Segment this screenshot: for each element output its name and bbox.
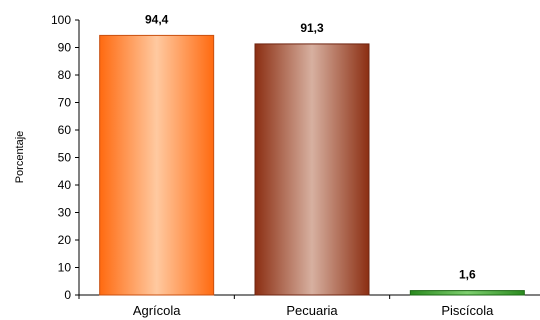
data-label: 91,3 bbox=[300, 21, 324, 35]
data-label: 1,6 bbox=[459, 268, 476, 282]
y-tick-label: 50 bbox=[58, 151, 72, 165]
y-axis: 0 10 20 30 40 50 60 70 80 90 100 bbox=[51, 13, 80, 302]
y-axis-title: Porcentaje bbox=[14, 131, 26, 184]
data-label: 94,4 bbox=[145, 12, 169, 26]
bar-piscícola bbox=[409, 290, 525, 296]
bar-pecuaria bbox=[254, 43, 370, 296]
y-tick-label: 60 bbox=[58, 123, 72, 137]
y-tick-label: 40 bbox=[58, 178, 72, 192]
category-label: Pecuaria bbox=[286, 303, 338, 318]
y-tick-label: 0 bbox=[64, 288, 71, 302]
data-labels: 94,4 91,3 1,6 bbox=[145, 12, 476, 281]
y-tick-label: 100 bbox=[51, 13, 71, 27]
x-axis: Agrícola Pecuaria Piscícola bbox=[78, 294, 540, 318]
y-tick-label: 30 bbox=[58, 206, 72, 220]
bars bbox=[99, 34, 525, 296]
y-tick-label: 90 bbox=[58, 41, 72, 55]
category-label: Agrícola bbox=[133, 303, 181, 318]
y-tick-label: 70 bbox=[58, 96, 72, 110]
category-label: Piscícola bbox=[441, 303, 494, 318]
y-tick-label: 80 bbox=[58, 68, 72, 82]
y-tick-label: 20 bbox=[58, 233, 72, 247]
bar-agrícola bbox=[99, 34, 215, 296]
y-tick-label: 10 bbox=[58, 261, 72, 275]
